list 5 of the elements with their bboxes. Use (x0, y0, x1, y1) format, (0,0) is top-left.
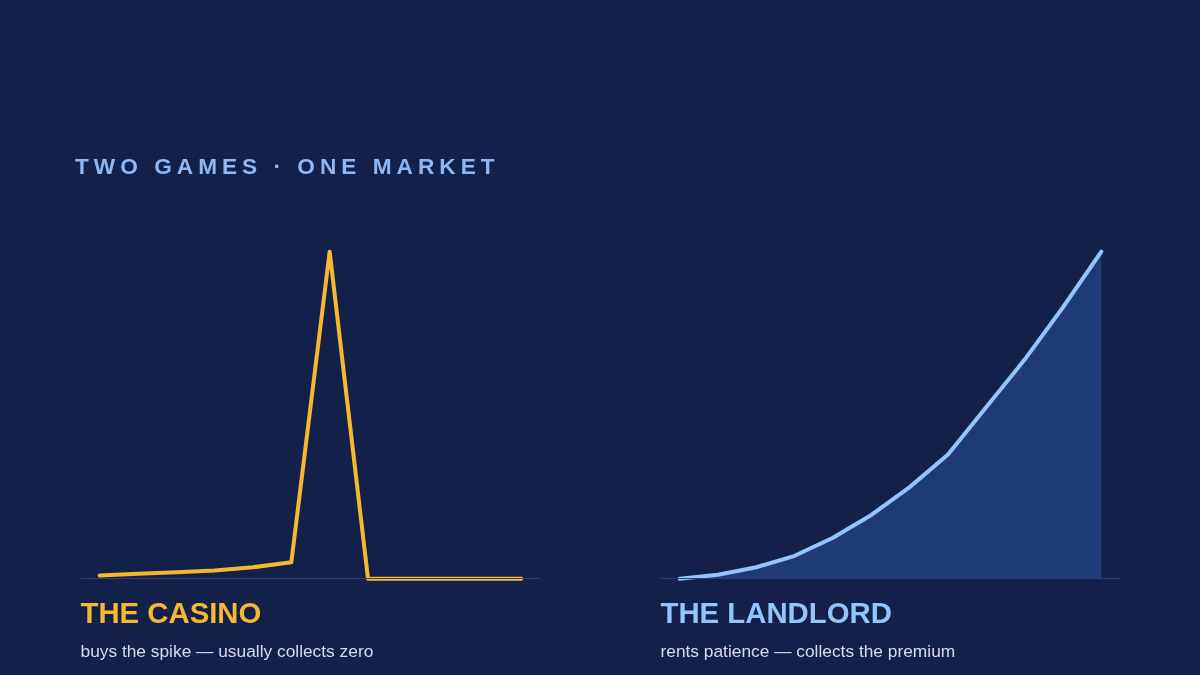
text: THE CASINO (80, 595, 262, 629)
text: rents patience — collects the premium (660, 640, 956, 661)
text: TWO GAMES · ONE MARKET (75, 152, 500, 181)
text: THE LANDLORD (660, 595, 892, 629)
text: buys the spike — usually collects zero (80, 640, 374, 661)
